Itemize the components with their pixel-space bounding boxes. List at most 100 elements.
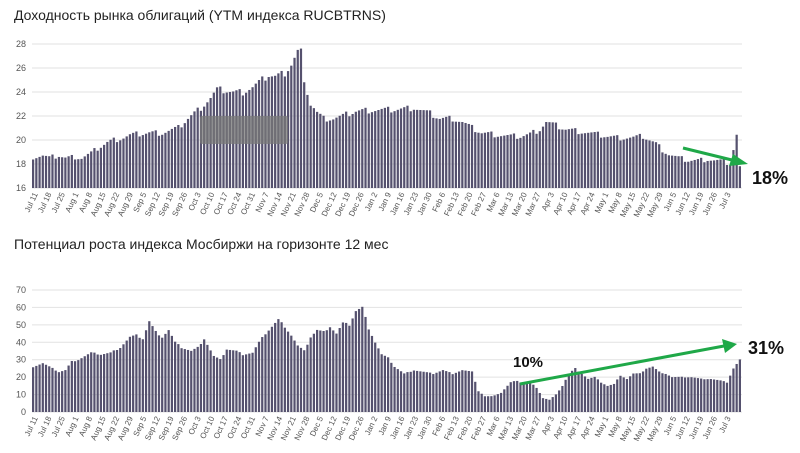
bar bbox=[299, 48, 303, 189]
bar bbox=[67, 365, 70, 412]
bar bbox=[638, 373, 641, 412]
bar bbox=[322, 331, 325, 412]
bar bbox=[583, 376, 587, 412]
bar bbox=[148, 132, 151, 188]
bar bbox=[477, 391, 480, 412]
bar bbox=[141, 135, 144, 188]
bar bbox=[177, 125, 180, 188]
bar bbox=[67, 156, 70, 188]
bar bbox=[241, 355, 244, 412]
bar bbox=[503, 135, 506, 188]
y-tick-label: 26 bbox=[16, 63, 26, 73]
bar bbox=[619, 375, 622, 412]
bar bbox=[577, 134, 580, 188]
y-tick-label: 60 bbox=[16, 302, 26, 312]
y-tick-label: 40 bbox=[16, 337, 26, 347]
bar bbox=[203, 339, 206, 412]
bar bbox=[338, 328, 341, 412]
bar bbox=[499, 392, 503, 412]
bar bbox=[645, 139, 648, 188]
bar bbox=[122, 344, 125, 412]
bar bbox=[661, 373, 664, 412]
bar bbox=[367, 329, 370, 412]
bar bbox=[480, 393, 483, 412]
bar bbox=[393, 366, 396, 412]
bar bbox=[290, 65, 293, 188]
bar bbox=[725, 382, 729, 412]
bar bbox=[538, 392, 541, 412]
bar bbox=[86, 153, 90, 188]
bar bbox=[51, 367, 54, 412]
bar bbox=[641, 371, 645, 412]
bar bbox=[558, 129, 561, 188]
bar bbox=[399, 108, 403, 188]
bar bbox=[316, 329, 319, 412]
bar bbox=[319, 330, 322, 412]
bar bbox=[564, 379, 567, 412]
bar bbox=[257, 341, 261, 412]
bar bbox=[73, 361, 77, 412]
bar bbox=[451, 121, 454, 188]
bar bbox=[696, 159, 700, 188]
bar bbox=[635, 135, 638, 188]
bar bbox=[348, 325, 351, 412]
bar bbox=[367, 113, 370, 188]
bar bbox=[532, 129, 535, 188]
bar bbox=[448, 115, 451, 188]
bar bbox=[441, 117, 445, 188]
bar bbox=[516, 380, 519, 412]
bar bbox=[612, 135, 616, 188]
bar bbox=[222, 355, 225, 412]
bar bbox=[286, 71, 290, 188]
bar bbox=[322, 115, 325, 188]
trend-arrow-head bbox=[729, 154, 748, 166]
bar bbox=[561, 129, 564, 188]
bar bbox=[600, 382, 603, 412]
bar bbox=[206, 344, 209, 412]
bar bbox=[161, 337, 164, 412]
bar bbox=[183, 123, 186, 188]
bar bbox=[112, 350, 115, 412]
bar bbox=[480, 133, 483, 188]
bar bbox=[496, 394, 499, 412]
bar bbox=[512, 133, 516, 188]
bar bbox=[164, 132, 167, 188]
bar bbox=[616, 379, 619, 412]
bar bbox=[625, 138, 629, 188]
bar bbox=[641, 138, 645, 188]
bar bbox=[677, 156, 680, 188]
bar bbox=[135, 334, 138, 412]
bar bbox=[325, 330, 328, 412]
bar bbox=[506, 135, 509, 188]
bar bbox=[422, 110, 425, 188]
bar bbox=[351, 113, 354, 188]
bar bbox=[51, 154, 54, 188]
bar bbox=[532, 384, 535, 412]
bar bbox=[154, 130, 157, 188]
bar bbox=[696, 378, 700, 412]
bar bbox=[128, 336, 132, 412]
y-tick-label: 16 bbox=[16, 183, 26, 193]
bar bbox=[115, 349, 119, 412]
bar bbox=[190, 115, 193, 188]
bar bbox=[738, 166, 741, 188]
bar bbox=[316, 111, 319, 188]
bar bbox=[671, 155, 674, 188]
bar bbox=[506, 385, 509, 412]
bar bbox=[122, 138, 125, 188]
bar bbox=[196, 107, 199, 188]
bar bbox=[115, 142, 119, 188]
bar bbox=[180, 127, 183, 188]
bar bbox=[396, 109, 399, 188]
bar bbox=[35, 158, 38, 188]
bar bbox=[629, 376, 632, 412]
bar bbox=[396, 369, 399, 412]
bar bbox=[148, 321, 151, 412]
bar bbox=[419, 371, 422, 412]
bar bbox=[93, 352, 96, 412]
bar bbox=[174, 341, 177, 412]
bar bbox=[225, 349, 228, 412]
bar bbox=[458, 371, 461, 412]
bar bbox=[470, 371, 474, 412]
